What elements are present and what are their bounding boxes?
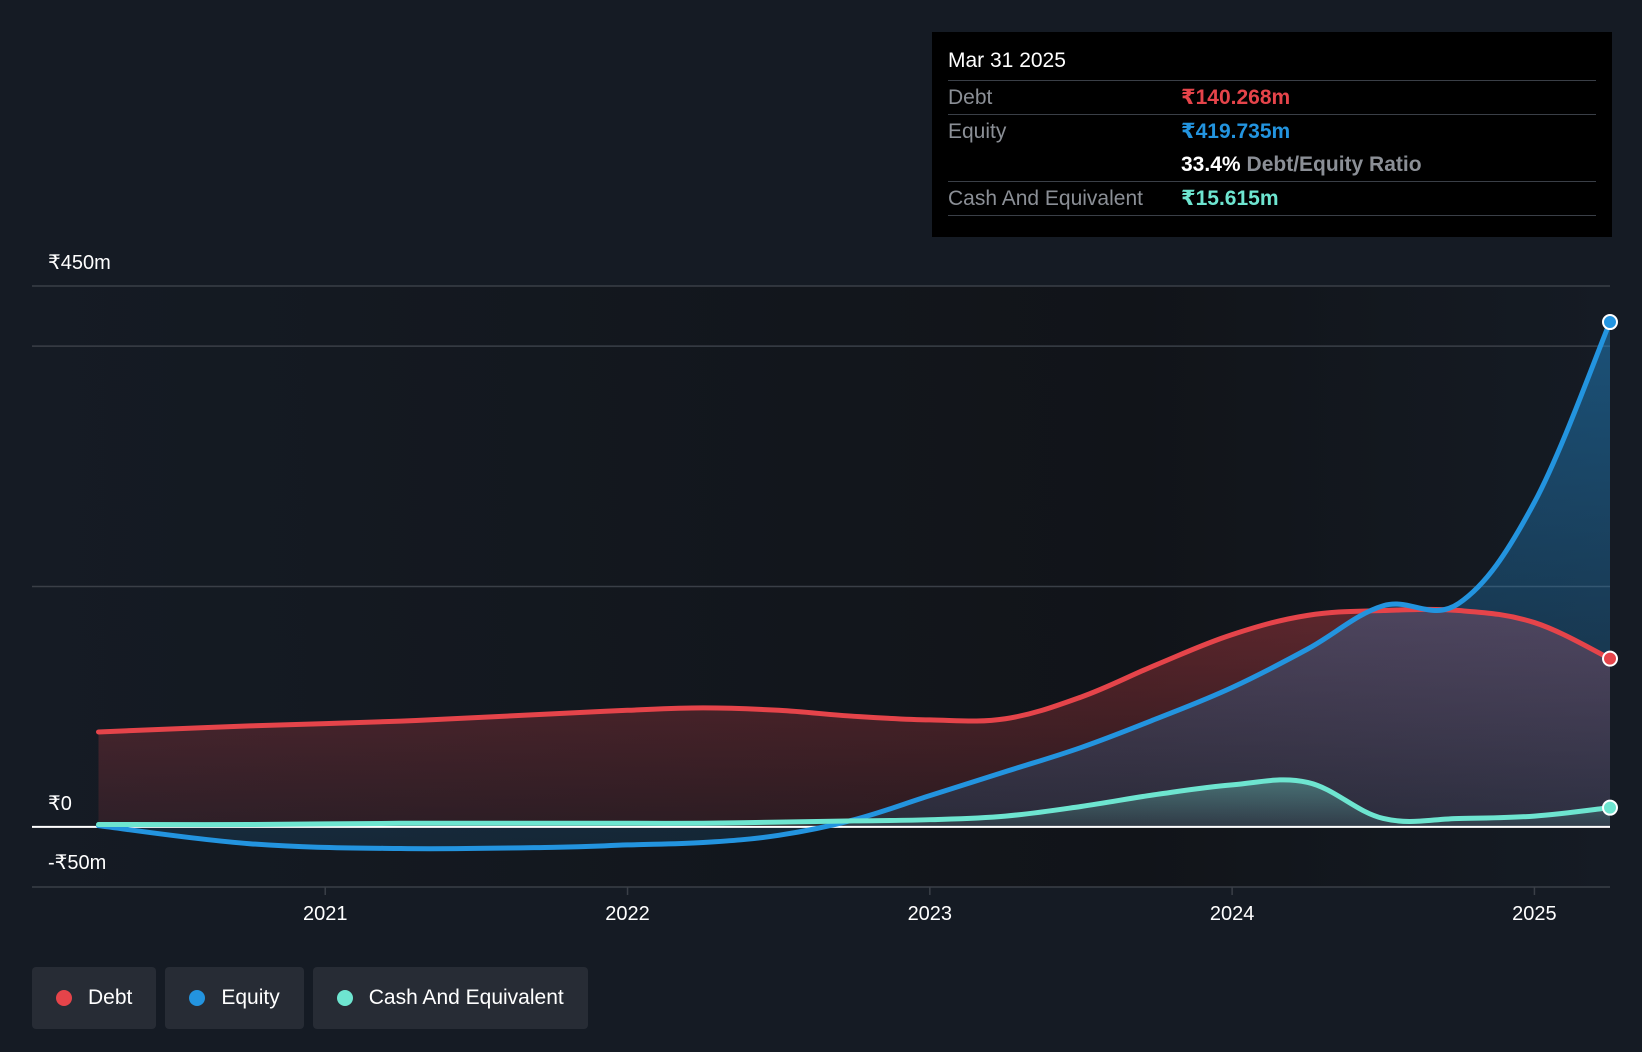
tooltip-date: Mar 31 2025 [948, 46, 1596, 81]
tooltip-cash-value: ₹15.615m [1181, 187, 1279, 210]
x-tick-label-2024: 2024 [1210, 903, 1255, 925]
tooltip-row-cash: Cash And Equivalent ₹15.615m [948, 182, 1596, 216]
x-tick-label-2021: 2021 [303, 903, 348, 925]
gridlines [32, 285, 1610, 888]
x-axis: 2021 2022 2023 2024 2025 [303, 887, 1557, 925]
legend-equity-label: Equity [221, 986, 280, 1009]
tooltip-ratio-value: 33.4% [1181, 152, 1241, 176]
y-tick-label-450: ₹450m [48, 252, 111, 274]
x-tick-label-2025: 2025 [1512, 903, 1557, 925]
tooltip-debt-value: ₹140.268m [1181, 86, 1291, 109]
cash-end-marker [1602, 799, 1618, 816]
tooltip-debt-label: Debt [948, 85, 993, 109]
equity-area [98, 322, 1611, 849]
series-end-markers [1602, 314, 1618, 816]
tooltip-equity-label: Equity [948, 119, 1007, 143]
legend-item-debt[interactable]: Debt [32, 967, 157, 1029]
debt-dot-icon [56, 990, 72, 1006]
legend-item-equity[interactable]: Equity [165, 967, 304, 1029]
equity-end-marker [1602, 314, 1618, 331]
series-lines [96, 319, 1613, 852]
tooltip-row-equity: Equity ₹419.735m [948, 115, 1596, 148]
debt-end-marker [1602, 650, 1618, 667]
cash-dot-icon [336, 990, 353, 1006]
x-tick-label-2022: 2022 [605, 903, 650, 925]
tooltip-panel: Mar 31 2025 Debt ₹140.268m Equity ₹419.7… [932, 32, 1612, 237]
cash-area [98, 779, 1611, 827]
legend: Debt Equity Cash And Equivalent [32, 967, 588, 1029]
y-tick-label-0: ₹0 [48, 792, 72, 815]
equity-line [96, 319, 1613, 852]
y-tick-label-neg50: -₹50m [48, 852, 107, 874]
legend-item-cash[interactable]: Cash And Equivalent [312, 967, 588, 1029]
tooltip-row-debt: Debt ₹140.268m [948, 81, 1596, 115]
tooltip-equity-value: ₹419.735m [1181, 120, 1291, 143]
tooltip-cash-label: Cash And Equivalent [948, 186, 1143, 210]
x-tick-label-2023: 2023 [908, 903, 953, 925]
tooltip-ratio-label: Debt/Equity Ratio [1246, 152, 1422, 176]
legend-debt-label: Debt [88, 986, 133, 1009]
equity-dot-icon [189, 990, 206, 1006]
legend-cash-label: Cash And Equivalent [368, 986, 564, 1009]
debt-line [96, 606, 1613, 735]
cash-line [96, 777, 1613, 828]
tooltip-row-ratio: 33.4% Debt/Equity Ratio [948, 148, 1596, 182]
